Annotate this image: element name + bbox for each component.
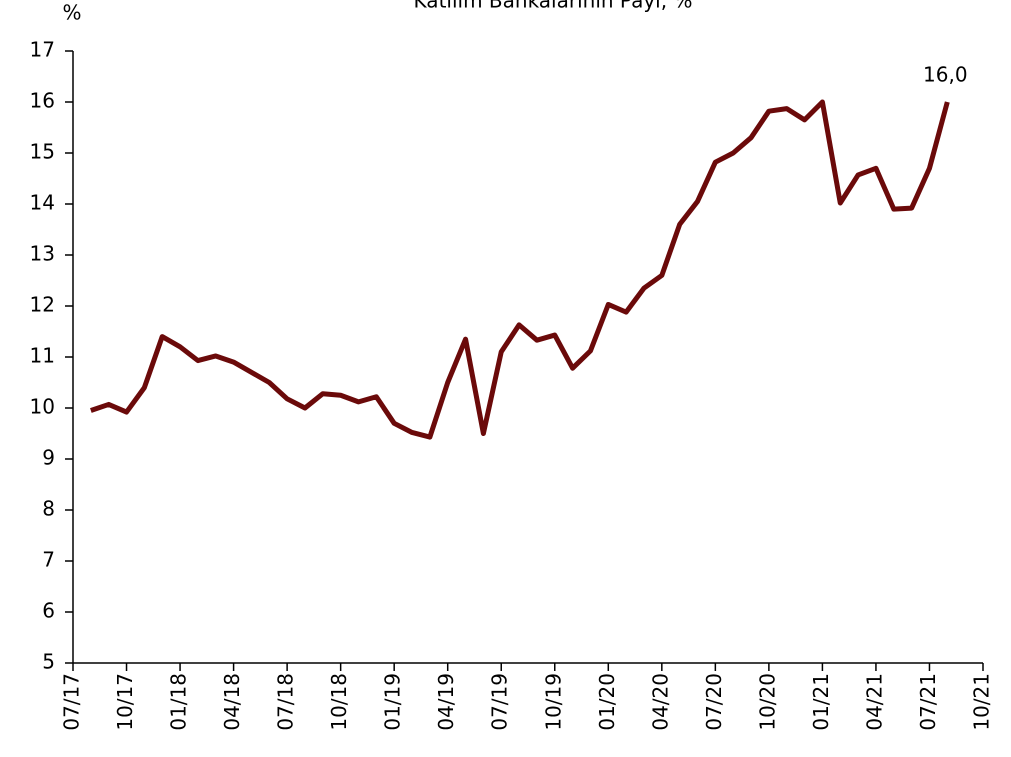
x-tick-label: 01/19 [381, 673, 405, 731]
x-tick-label: 04/18 [220, 673, 244, 731]
y-tick-label: 12 [30, 293, 55, 317]
y-tick-label: 13 [30, 242, 55, 266]
y-tick-label: 10 [30, 395, 55, 419]
data-label: 16,0 [923, 63, 968, 87]
y-axis-label: % [62, 1, 81, 25]
y-tick-label: 9 [42, 446, 55, 470]
x-tick-label: 07/19 [488, 673, 512, 731]
x-tick-label: 10/19 [541, 673, 565, 731]
x-tick-label: 10/17 [113, 673, 137, 731]
y-tick-label: 14 [30, 191, 55, 215]
x-tick-label: 07/21 [916, 673, 940, 731]
x-tick-label: 01/18 [167, 673, 191, 731]
y-tick-label: 8 [42, 497, 55, 521]
x-tick-label: 01/20 [595, 673, 619, 731]
y-tick-label: 6 [42, 599, 55, 623]
y-tick-label: 16 [30, 89, 55, 113]
x-tick-label: 07/17 [60, 673, 84, 731]
y-tick-label: 7 [42, 548, 55, 572]
y-tick-label: 17 [30, 38, 55, 62]
x-tick-label: 04/19 [434, 673, 458, 731]
y-tick-label: 11 [30, 344, 55, 368]
line-series [90, 99, 950, 440]
x-tick-label: 07/20 [702, 673, 726, 731]
x-tick-label: 04/21 [862, 673, 886, 731]
chart-title: Katılım Bankalarının Payı, % [414, 0, 693, 13]
x-tick-label: 01/21 [809, 673, 833, 731]
x-tick-label: 07/18 [274, 673, 298, 731]
y-tick-label: 5 [42, 650, 55, 674]
x-tick-label: 10/18 [327, 673, 351, 731]
y-tick-label: 15 [30, 140, 55, 164]
x-tick-label: 10/20 [755, 673, 779, 731]
x-tick-label: 10/21 [970, 673, 994, 731]
x-tick-label: 04/20 [648, 673, 672, 731]
